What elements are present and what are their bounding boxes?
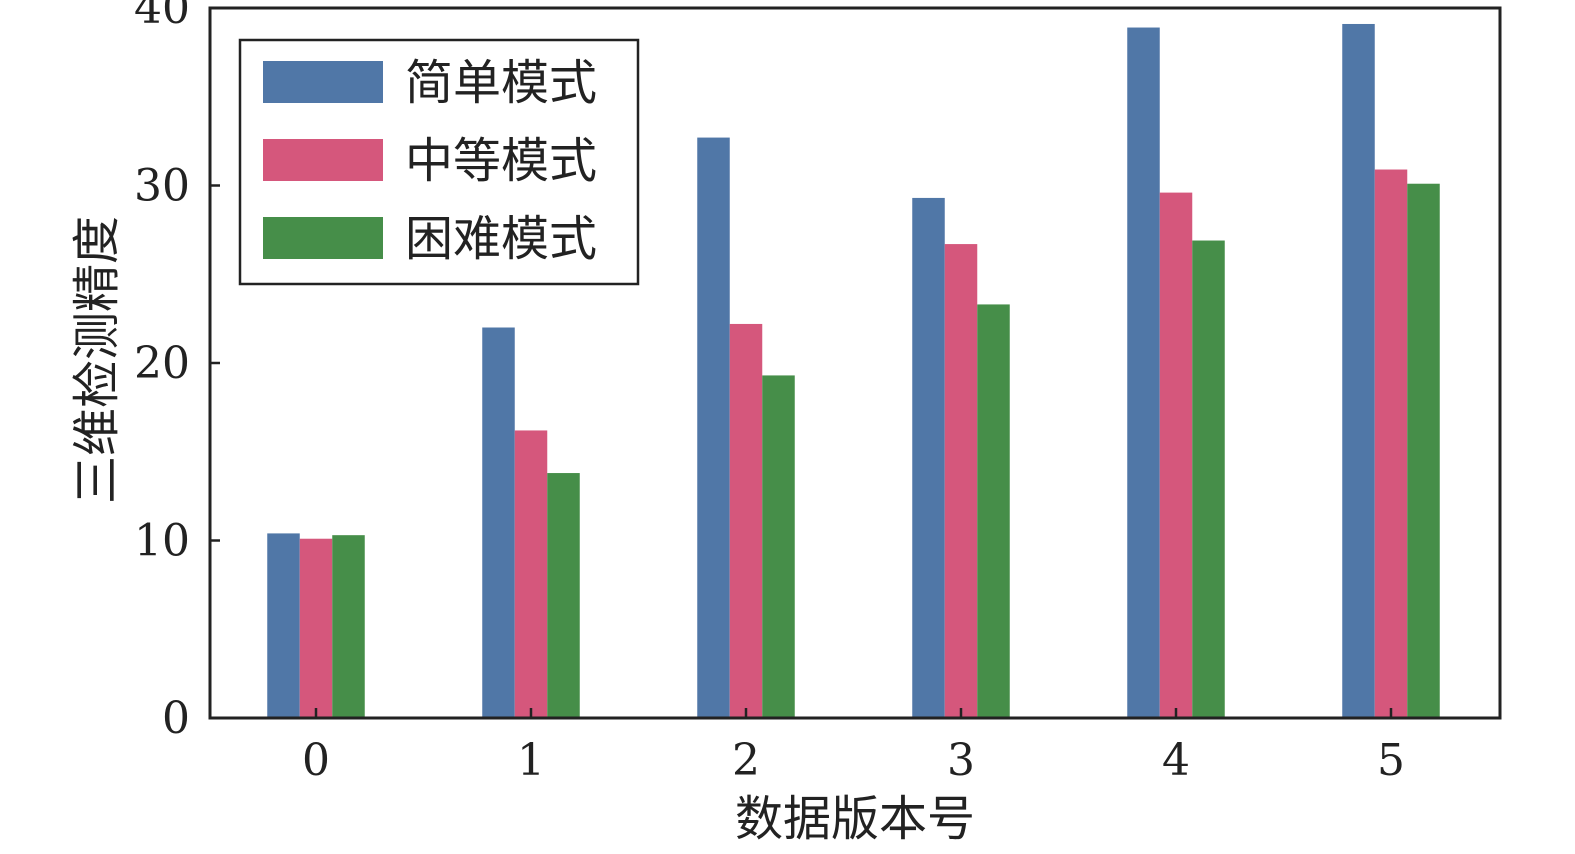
legend-label-2: 中等模式 [405,133,597,189]
y-tick-label: 40 [134,0,190,34]
bar-3-cat-0 [332,535,365,718]
legend-label-3: 困难模式 [405,211,597,267]
bar-1-cat-0 [267,533,300,718]
legend-swatch-3 [263,217,383,259]
y-axis-title: 三维检测精度 [69,216,125,504]
x-axis-title: 数据版本号 [735,791,975,847]
y-tick-label: 30 [134,161,190,212]
bar-2-cat-4 [1159,192,1193,719]
legend-swatch-2 [263,139,383,181]
bar-2-cat-3 [944,244,978,718]
bar-3-cat-3 [977,304,1010,718]
legend-label-1: 简单模式 [405,55,597,111]
x-tick-label: 1 [517,735,545,786]
bar-1-cat-4 [1127,27,1160,718]
bar-1-cat-1 [482,327,515,718]
x-tick-label: 4 [1162,735,1190,786]
bar-2-cat-1 [514,430,548,718]
y-tick-label: 20 [134,338,190,389]
y-tick-label: 0 [162,693,190,744]
bar-3-cat-1 [547,473,580,718]
plot-frame [208,6,1502,720]
y-tick-label: 10 [134,516,190,567]
x-tick-label: 2 [732,735,760,786]
bar-1-cat-2 [697,137,730,718]
bars-layer [267,23,1440,719]
bar-1-cat-3 [912,197,945,719]
bar-2-cat-5 [1374,169,1408,718]
bar-3-cat-2 [762,375,795,718]
bar-3-cat-5 [1407,183,1440,719]
bar-1-cat-5 [1342,23,1375,719]
x-tick-label: 0 [302,735,330,786]
bar-2-cat-2 [729,323,763,718]
ticks-layer: 0 1 2 3 4 5 0 10 20 30 40 [134,0,1405,786]
x-tick-label: 5 [1377,735,1405,786]
bar-2-cat-0 [299,538,333,718]
bar-3-cat-4 [1192,240,1225,718]
legend-swatch-1 [263,61,383,103]
x-tick-label: 3 [947,735,975,786]
